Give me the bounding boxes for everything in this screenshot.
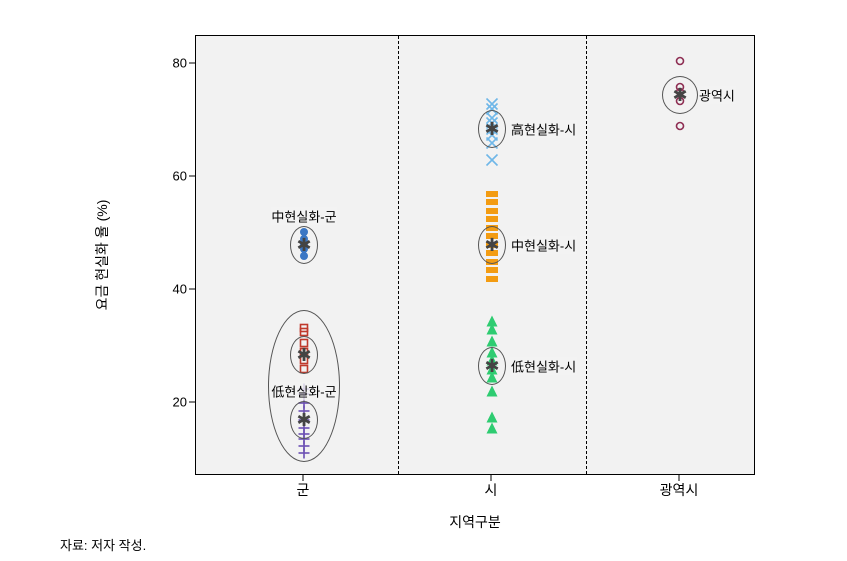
x-tick-label: 시 bbox=[485, 480, 498, 500]
cluster-center-icon: ✱ bbox=[672, 86, 687, 104]
cluster-center-icon: ✱ bbox=[484, 357, 499, 375]
data-point bbox=[487, 324, 498, 335]
source-note: 자료: 저자 작성. bbox=[60, 535, 146, 554]
y-tick-label: 60 bbox=[173, 169, 187, 184]
cluster-center-icon: ✱ bbox=[296, 236, 311, 254]
data-point bbox=[486, 191, 498, 197]
data-point bbox=[486, 276, 498, 282]
plot-area: ✱中현실화-군✱✱低현실화-군✱高현실화-시✱中현실화-시✱低현실화-시✱광역시 bbox=[195, 35, 755, 475]
data-point bbox=[487, 335, 498, 346]
y-tick-label: 80 bbox=[173, 56, 187, 71]
x-tick-label: 광역시 bbox=[660, 480, 699, 500]
y-tick-mark bbox=[189, 63, 195, 64]
cluster-label: 中현실화-시 bbox=[510, 235, 577, 254]
cluster-label: 低현실화-시 bbox=[510, 357, 577, 376]
x-tick-mark bbox=[303, 475, 304, 481]
y-tick-label: 20 bbox=[173, 394, 187, 409]
data-point bbox=[487, 315, 498, 326]
cluster-label: 低현실화-군 bbox=[270, 381, 337, 400]
data-point bbox=[676, 57, 685, 66]
data-point bbox=[486, 216, 498, 222]
x-axis-label: 지역구분 bbox=[449, 512, 501, 532]
cluster-center-icon: ✱ bbox=[484, 120, 499, 138]
x-tick-mark bbox=[491, 475, 492, 481]
category-divider bbox=[586, 36, 587, 474]
y-tick-label: 40 bbox=[173, 281, 187, 296]
y-axis-label: 요금 현실화 율 (%) bbox=[92, 200, 112, 311]
data-point bbox=[486, 267, 498, 273]
data-point bbox=[487, 423, 498, 434]
y-tick-mark bbox=[189, 176, 195, 177]
cluster-label: 中현실화-군 bbox=[270, 206, 337, 225]
cluster-center-icon: ✱ bbox=[484, 236, 499, 254]
y-tick-mark bbox=[189, 288, 195, 289]
data-point bbox=[487, 386, 498, 397]
data-point bbox=[487, 155, 498, 166]
cluster-label: 高현실화-시 bbox=[510, 120, 577, 139]
cluster-center-icon: ✱ bbox=[296, 411, 311, 429]
x-tick-mark bbox=[679, 475, 680, 481]
data-point bbox=[486, 199, 498, 205]
x-tick-label: 군 bbox=[297, 480, 310, 500]
data-point bbox=[676, 122, 685, 131]
chart-container: { "chart": { "type": "strip-scatter-clus… bbox=[0, 0, 847, 561]
data-point bbox=[487, 411, 498, 422]
category-divider bbox=[398, 36, 399, 474]
data-point bbox=[487, 98, 498, 109]
data-point bbox=[486, 208, 498, 214]
cluster-label: 광역시 bbox=[698, 86, 736, 105]
y-tick-mark bbox=[189, 401, 195, 402]
